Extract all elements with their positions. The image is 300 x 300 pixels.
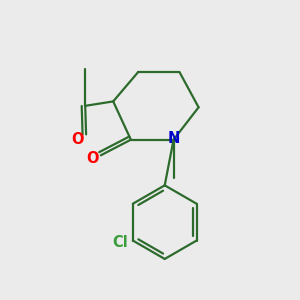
Text: O: O xyxy=(86,151,99,166)
Text: Cl: Cl xyxy=(113,235,128,250)
Text: O: O xyxy=(72,132,84,147)
Text: N: N xyxy=(168,131,180,146)
